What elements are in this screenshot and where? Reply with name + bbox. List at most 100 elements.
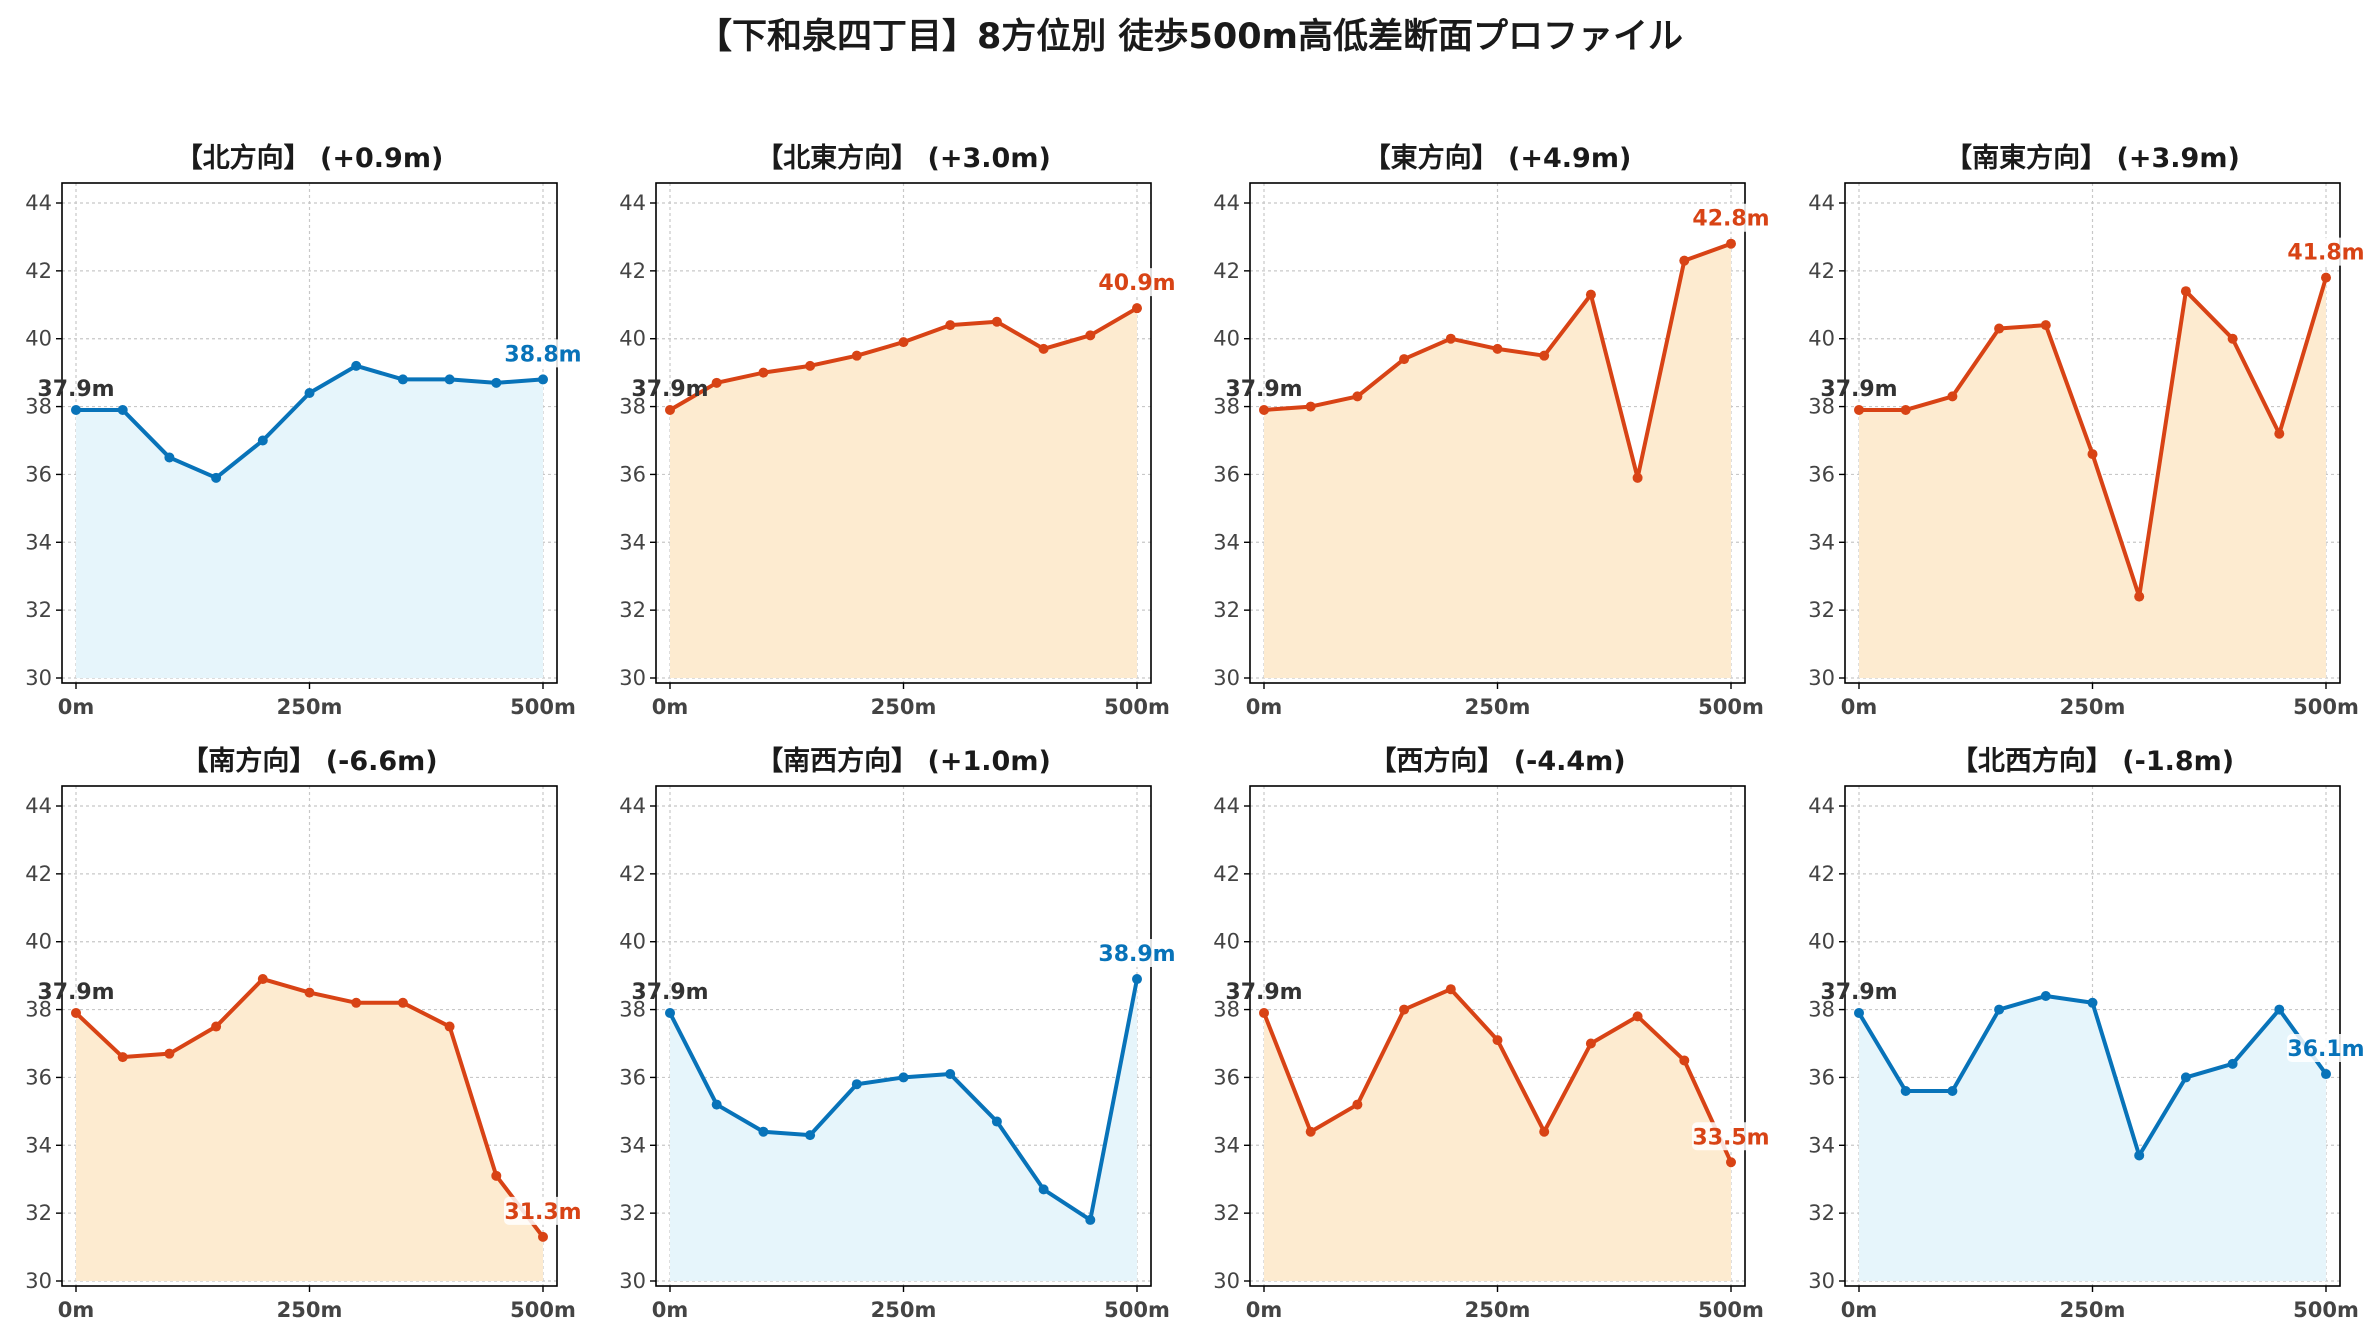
data-point <box>444 374 455 385</box>
y-tick-label: 30 <box>25 1269 52 1293</box>
end-value-label-group: 36.1m <box>2287 1034 2365 1063</box>
x-tick-label: 0m <box>58 695 95 719</box>
data-point <box>1854 404 1864 415</box>
data-point <box>71 404 81 415</box>
y-tick-label: 38 <box>1213 998 1240 1022</box>
y-tick-label: 38 <box>619 998 646 1022</box>
y-tick-label: 42 <box>619 259 646 283</box>
data-point <box>1445 333 1456 344</box>
x-tick-label: 0m <box>1246 1298 1283 1322</box>
data-point <box>1399 354 1410 365</box>
x-tick-label: 500m <box>1104 1298 1170 1322</box>
data-point <box>1900 404 1911 415</box>
data-point <box>1445 984 1456 995</box>
data-point <box>2180 1072 2191 1083</box>
data-point <box>1492 343 1503 354</box>
start-value-label: 37.9m <box>631 980 708 1005</box>
subplot-title: 【南東方向】 (+3.9m) <box>1945 142 2240 174</box>
y-tick-label: 36 <box>1808 462 1835 486</box>
y-tick-label: 38 <box>25 998 52 1022</box>
end-label-box <box>2287 237 2365 266</box>
end-value-label-group: 38.9m <box>1098 939 1176 968</box>
y-tick-label: 30 <box>619 1269 646 1293</box>
data-point <box>2180 286 2191 297</box>
data-point <box>1352 1099 1363 1110</box>
y-tick-label: 44 <box>619 191 646 215</box>
data-point <box>491 1170 502 1181</box>
data-point <box>1132 974 1142 985</box>
y-tick-label: 40 <box>619 930 646 954</box>
x-tick-label: 500m <box>2293 1298 2359 1322</box>
end-value-label: 41.8m <box>2287 241 2364 266</box>
data-point <box>351 360 362 371</box>
y-tick-label: 36 <box>1808 1065 1835 1089</box>
end-value-label-group: 40.9m <box>1098 268 1176 297</box>
data-point <box>2274 1004 2285 1015</box>
end-value-label-group: 33.5m <box>1692 1122 1770 1151</box>
data-point <box>898 1072 909 1083</box>
end-value-label-group: 41.8m <box>2287 237 2365 266</box>
subplot-1: 30 32 34 36 38 40 42 44 0m 250m 500m 【北東方向】 (+3.0m)… <box>619 142 1176 719</box>
end-label-box <box>1098 939 1176 968</box>
y-tick-label: 34 <box>25 530 52 554</box>
data-point <box>2087 997 2098 1008</box>
y-tick-label: 32 <box>1808 598 1835 622</box>
subplot-title: 【北方向】 (+0.9m) <box>176 142 444 174</box>
subplot-5: 30 32 34 36 38 40 42 44 0m 250m 500m 【南西方向】 (+1.0m)… <box>619 745 1176 1322</box>
y-tick-label: 38 <box>1808 395 1835 419</box>
data-point <box>945 320 956 331</box>
end-value-label: 33.5m <box>1692 1125 1769 1150</box>
x-tick-label: 250m <box>2060 1298 2126 1322</box>
y-tick-label: 40 <box>619 327 646 351</box>
y-tick-label: 44 <box>1808 794 1835 818</box>
data-point <box>1259 404 1269 415</box>
data-point <box>898 337 909 348</box>
data-point <box>2040 991 2051 1001</box>
end-value-label-group: 38.8m <box>504 339 582 368</box>
data-point <box>2134 1150 2145 1161</box>
x-tick-label: 500m <box>510 695 576 719</box>
subplot-title: 【北東方向】 (+3.0m) <box>756 142 1051 174</box>
y-tick-label: 34 <box>619 1133 646 1157</box>
area-fill <box>1859 996 2326 1281</box>
y-tick-label: 44 <box>1213 794 1240 818</box>
y-tick-label: 32 <box>619 598 646 622</box>
end-value-label-group: 31.3m <box>504 1196 582 1225</box>
y-tick-label: 36 <box>1213 1065 1240 1089</box>
data-point <box>164 452 175 463</box>
x-tick-label: 0m <box>652 1298 689 1322</box>
end-label-box <box>2287 1034 2365 1063</box>
data-point <box>758 367 769 378</box>
y-tick-label: 34 <box>1808 530 1835 554</box>
end-value-label: 38.9m <box>1098 942 1175 967</box>
data-point <box>851 350 862 361</box>
y-tick-label: 44 <box>25 794 52 818</box>
y-tick-label: 32 <box>25 598 52 622</box>
data-point <box>758 1126 769 1137</box>
x-tick-label: 500m <box>510 1298 576 1322</box>
data-point <box>2227 1058 2238 1069</box>
data-point <box>1726 1157 1736 1168</box>
x-tick-label: 0m <box>1246 695 1283 719</box>
data-point <box>1305 401 1316 412</box>
y-tick-label: 42 <box>619 862 646 886</box>
area-fill <box>670 979 1137 1281</box>
data-point <box>1492 1035 1503 1046</box>
data-point <box>1352 391 1363 402</box>
y-tick-label: 38 <box>1213 395 1240 419</box>
end-label-box <box>1692 1122 1770 1151</box>
y-tick-label: 36 <box>25 1065 52 1089</box>
x-tick-label: 500m <box>1698 1298 1764 1322</box>
y-tick-label: 42 <box>25 259 52 283</box>
x-tick-label: 0m <box>1841 695 1878 719</box>
data-point <box>538 1231 548 1242</box>
y-tick-label: 32 <box>619 1201 646 1225</box>
data-point <box>1259 1007 1269 1018</box>
data-point <box>2087 449 2098 460</box>
data-point <box>211 472 222 483</box>
data-point <box>1132 303 1142 314</box>
y-tick-label: 40 <box>1808 327 1835 351</box>
subplot-title: 【南方向】 (-6.6m) <box>181 745 437 777</box>
subplot-0: 30 32 34 36 38 40 42 44 0m 250m 500m 【北方向】 (+0.9m) 3… <box>25 142 582 719</box>
data-point <box>1679 255 1690 266</box>
